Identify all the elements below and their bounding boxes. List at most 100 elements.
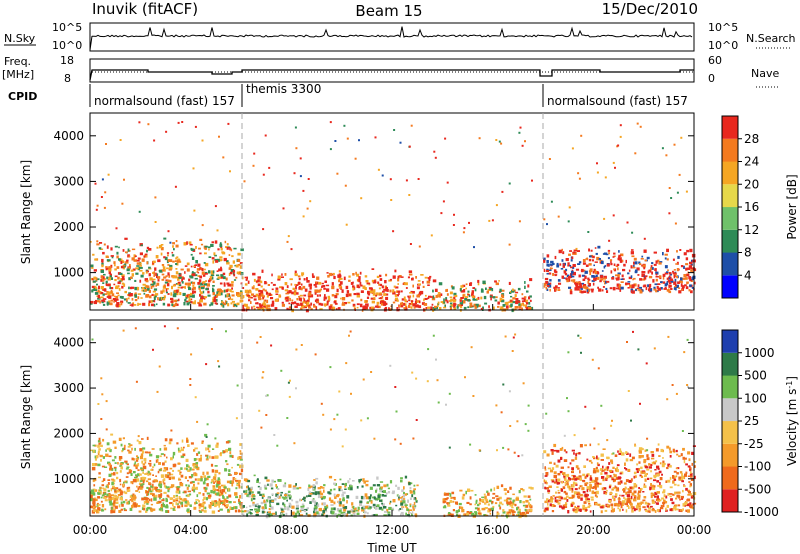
power-cell	[110, 299, 114, 302]
power-cell	[190, 298, 193, 301]
velocity-cell	[238, 456, 242, 460]
velocity-cell	[222, 496, 225, 499]
power-cell	[546, 288, 549, 291]
velocity-cell	[661, 464, 665, 468]
power-cell	[166, 288, 169, 290]
velocity-cell	[152, 493, 155, 497]
velocity-cell	[90, 491, 93, 495]
velocity-cell	[181, 439, 184, 443]
power-cell	[658, 275, 662, 279]
velocity-cell	[167, 489, 170, 493]
power-cell	[553, 269, 557, 273]
velocity-cell	[687, 489, 691, 493]
velocity-cell	[222, 500, 226, 504]
velocity-cell	[186, 437, 189, 440]
power-cell	[480, 307, 483, 311]
velocity-cell	[398, 495, 400, 499]
power-cell	[118, 304, 121, 308]
velocity-cell	[614, 486, 618, 489]
velocity-cell	[219, 489, 222, 493]
power-cell	[407, 295, 410, 298]
velocity-cell	[385, 492, 388, 495]
power-cell	[203, 296, 207, 299]
power-cell	[220, 276, 224, 279]
velocity-cell	[202, 493, 205, 496]
velocity-cell	[242, 510, 246, 513]
velocity-cell	[445, 403, 447, 406]
velocity-cell	[372, 505, 376, 508]
power-cell	[181, 276, 184, 279]
velocity-cell	[633, 498, 637, 502]
velocity-cell	[638, 490, 641, 494]
velocity-cell	[681, 473, 683, 476]
power-cell	[460, 290, 464, 293]
velocity-cell	[401, 489, 404, 493]
power-cell	[138, 210, 141, 213]
power-cell	[229, 296, 231, 300]
velocity-cell	[105, 428, 108, 431]
velocity-cell	[300, 505, 303, 508]
power-cell	[153, 271, 156, 274]
power-cell	[404, 307, 408, 311]
power-cell	[230, 302, 233, 305]
velocity-cell	[91, 467, 96, 471]
power-cell	[384, 285, 387, 289]
velocity-cell	[239, 495, 242, 499]
velocity-cell	[347, 510, 351, 514]
power-cell	[115, 227, 118, 230]
velocity-cell	[689, 485, 692, 488]
power-cell	[111, 256, 114, 259]
velocity-cell	[321, 487, 325, 489]
power-cell	[460, 285, 464, 288]
velocity-cell	[166, 486, 170, 489]
velocity-cell	[276, 495, 280, 499]
power-cell	[446, 288, 448, 292]
velocity-cell	[356, 512, 360, 515]
power-cell	[500, 294, 504, 298]
power-cell	[543, 285, 546, 288]
velocity-cell	[509, 425, 512, 427]
velocity-cell	[529, 508, 533, 512]
velocity-cell	[395, 410, 398, 413]
power-cell	[145, 255, 148, 258]
velocity-cell	[589, 489, 591, 492]
velocity-cell	[651, 501, 655, 504]
velocity-cell	[622, 489, 624, 491]
velocity-cell	[111, 496, 115, 500]
velocity-cell	[372, 503, 376, 507]
velocity-cell	[357, 509, 360, 512]
power-cell	[564, 273, 568, 276]
velocity-cell	[147, 493, 150, 496]
power-cell	[337, 307, 341, 310]
power-cell	[584, 275, 587, 280]
velocity-cell	[207, 496, 211, 499]
velocity-cell	[345, 362, 348, 365]
power-cell	[176, 259, 181, 263]
power-cell	[219, 256, 223, 259]
power-colorbar-tick-label: 28	[744, 132, 759, 146]
velocity-cell	[641, 448, 644, 451]
velocity-cell	[214, 455, 218, 459]
velocity-cell	[152, 508, 156, 511]
velocity-cell	[266, 394, 269, 397]
power-cell	[116, 266, 120, 269]
power-cell	[460, 297, 464, 299]
power-cell	[662, 281, 666, 284]
velocity-cell	[409, 490, 413, 494]
power-cell	[672, 270, 674, 273]
velocity-cell	[606, 504, 609, 507]
velocity-cell	[268, 508, 272, 511]
velocity-cell	[338, 488, 341, 492]
power-cell	[108, 266, 112, 270]
velocity-cell	[556, 481, 559, 485]
power-cell	[373, 281, 377, 284]
velocity-cell	[317, 487, 321, 490]
power-cell	[118, 280, 122, 283]
velocity-cell	[148, 482, 151, 485]
power-cell	[364, 275, 368, 278]
velocity-cell	[604, 509, 608, 512]
velocity-cell	[484, 502, 487, 505]
velocity-cell	[556, 499, 559, 503]
velocity-cell	[631, 486, 635, 490]
power-cell	[113, 283, 116, 286]
